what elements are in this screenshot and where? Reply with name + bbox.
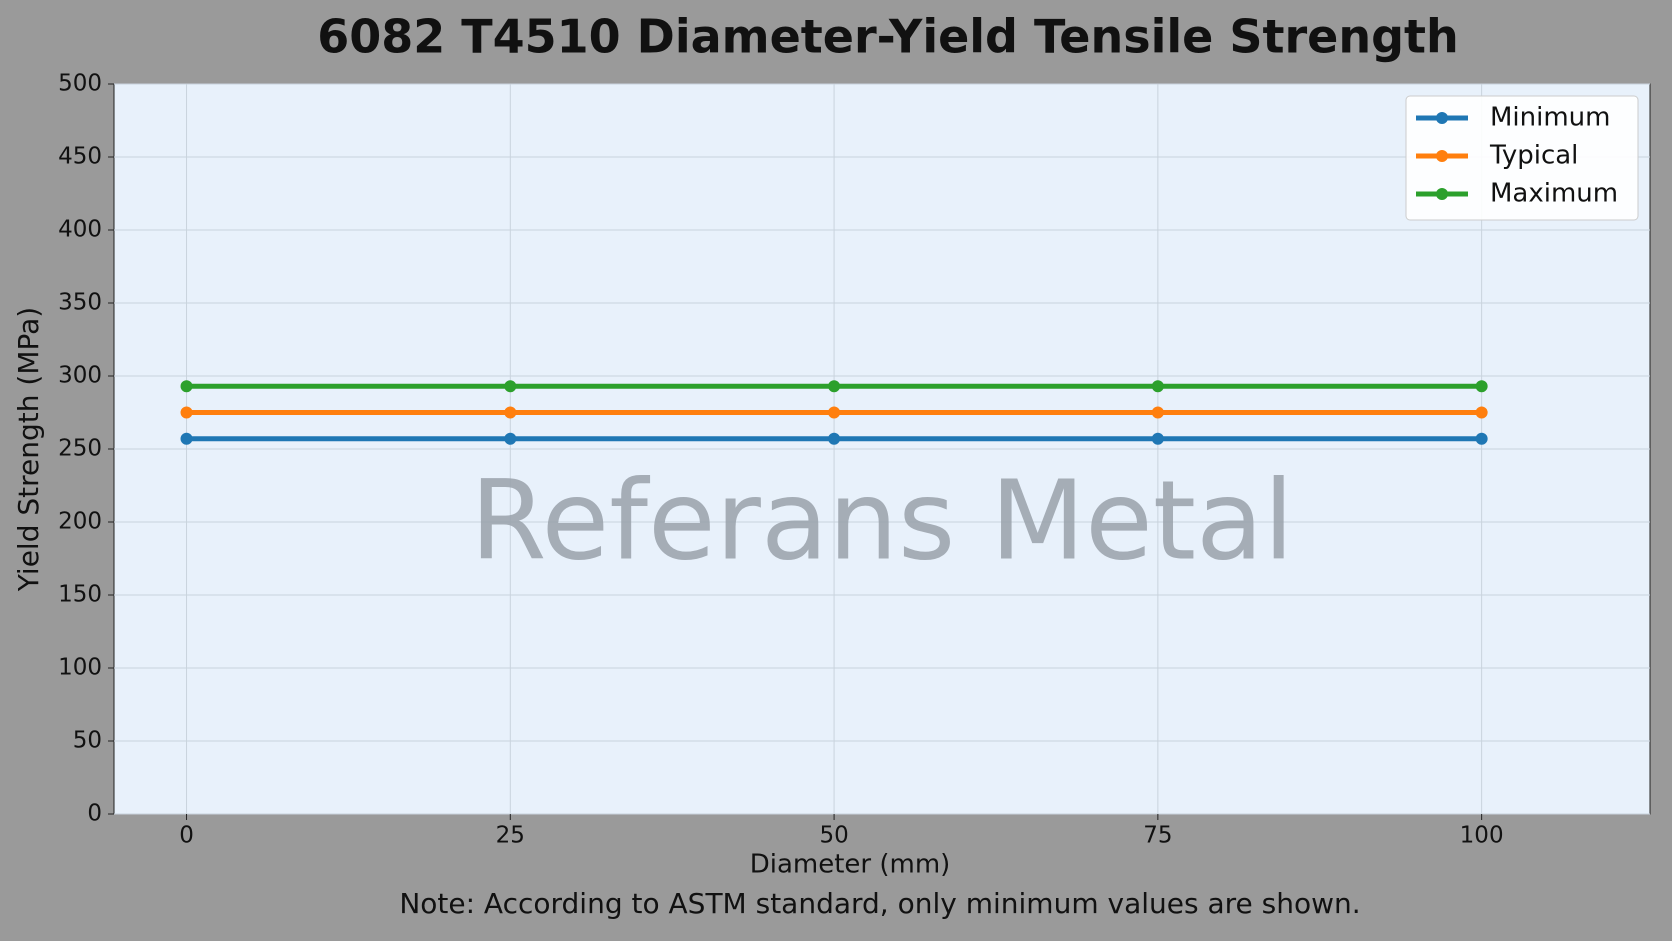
x-tick-label: 25: [496, 823, 525, 849]
x-axis-label: Diameter (mm): [750, 850, 951, 880]
y-tick-label: 200: [58, 509, 102, 535]
data-point: [180, 406, 193, 419]
chart-title: 6082 T4510 Diameter-Yield Tensile Streng…: [317, 10, 1459, 64]
y-tick-label: 50: [73, 728, 102, 754]
watermark: Referans Metal: [470, 456, 1294, 584]
legend-label: Typical: [1489, 141, 1578, 171]
data-point: [504, 406, 517, 419]
legend-label: Maximum: [1490, 179, 1618, 209]
note: Note: According to ASTM standard, only m…: [399, 887, 1360, 920]
x-tick-label: 100: [1460, 823, 1504, 849]
x-tick-label: 0: [179, 823, 194, 849]
data-point: [504, 380, 517, 393]
x-tick-label: 50: [819, 823, 848, 849]
y-tick-label: 500: [58, 71, 102, 97]
data-point: [1151, 406, 1164, 419]
y-tick-label: 250: [58, 436, 102, 462]
data-point: [1475, 380, 1488, 393]
y-tick-label: 0: [87, 801, 102, 827]
data-point: [180, 380, 193, 393]
data-point: [504, 432, 517, 445]
y-tick-label: 150: [58, 582, 102, 608]
data-point: [180, 432, 193, 445]
y-tick-label: 350: [58, 290, 102, 316]
y-tick-label: 450: [58, 144, 102, 170]
y-tick-label: 300: [58, 363, 102, 389]
legend-label: Minimum: [1490, 103, 1611, 133]
y-tick-label: 100: [58, 655, 102, 681]
x-tick-label: 75: [1143, 823, 1172, 849]
data-point: [1151, 432, 1164, 445]
y-tick-label: 400: [58, 217, 102, 243]
data-point: [1475, 432, 1488, 445]
y-axis-label: Yield Strength (MPa): [12, 307, 45, 592]
data-point: [828, 432, 841, 445]
data-point: [1151, 380, 1164, 393]
legend-marker: [1436, 150, 1448, 162]
legend-box: [1405, 95, 1639, 221]
legend-marker: [1436, 188, 1448, 200]
legend-marker: [1436, 112, 1448, 124]
data-point: [1475, 406, 1488, 419]
data-point: [828, 380, 841, 393]
data-point: [828, 406, 841, 419]
